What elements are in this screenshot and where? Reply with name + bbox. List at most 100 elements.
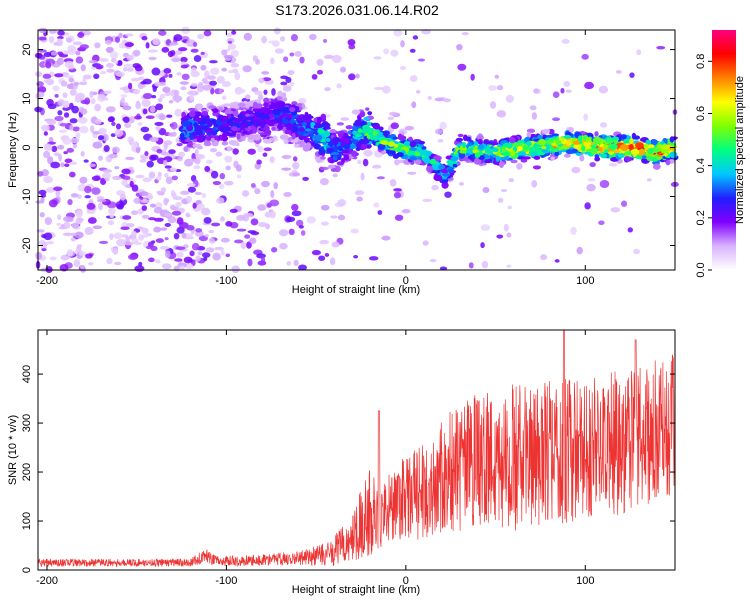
spectrogram-noise-point — [56, 57, 64, 66]
spectrogram-noise-point — [174, 258, 183, 262]
spectrogram-ridge-point — [211, 119, 218, 125]
spectrogram-noise-point — [107, 116, 115, 123]
spectrogram-noise-point — [586, 183, 596, 192]
spectrogram-noise-point — [172, 192, 177, 199]
spectrogram-ridge-point — [516, 142, 522, 147]
spectrogram-noise-point — [261, 180, 270, 188]
spectrogram-ridge-point — [187, 107, 196, 111]
spectrogram-noise-point — [552, 91, 560, 99]
spectrogram-ridge-point — [191, 131, 199, 136]
spectrogram-noise-point — [80, 108, 88, 115]
spectrogram-noise-point — [599, 179, 610, 188]
spectrogram-ridge-point — [287, 114, 293, 119]
spectrogram-noise-point — [368, 256, 379, 261]
spectrogram-noise-point — [309, 33, 317, 41]
spectrogram-ridge-point — [318, 146, 326, 154]
spectrogram-noise-point — [160, 187, 167, 193]
spectrogram-noise-point — [124, 42, 135, 47]
spectrogram-ridge-point — [271, 126, 276, 131]
spectrogram-noise-point — [82, 75, 87, 83]
spectrogram-ridge-point — [279, 134, 289, 140]
spectrogram-noise-point — [202, 84, 212, 91]
spectrogram-noise-point — [225, 165, 231, 171]
spectrogram-ridge-point — [218, 106, 224, 112]
spectrogram-noise-point — [257, 204, 267, 211]
spectrogram-noise-point — [282, 86, 292, 92]
spectrogram-noise-point — [496, 110, 507, 118]
spectrogram-noise-point — [186, 183, 196, 187]
spectrogram-noise-point — [62, 50, 70, 55]
spectrogram-noise-point — [468, 262, 474, 269]
spectrogram-noise-point — [126, 67, 134, 72]
spectrogram-noise-point — [256, 145, 264, 153]
spectrogram-noise-point — [164, 222, 171, 227]
spectrogram-noise-point — [60, 162, 65, 168]
spectrogram-noise-point — [167, 50, 174, 58]
spectrogram-noise-point — [84, 195, 91, 199]
spectrogram-ridge-point — [326, 147, 334, 153]
spectrogram-ridge-point — [362, 126, 371, 133]
spectrogram-ridge-point — [563, 134, 572, 140]
spectrogram-ridge-point — [221, 135, 229, 142]
spectrogram-ridge-point — [338, 148, 344, 152]
spectrogram-noise-point — [92, 141, 103, 149]
spectrogram-noise-point — [621, 200, 628, 207]
spectrogram-noise-point — [330, 215, 338, 219]
spectrogram-noise-point — [56, 222, 62, 226]
spectrogram-noise-point — [260, 256, 266, 265]
spectrogram-noise-point — [437, 139, 444, 143]
spectrogram-noise-point — [291, 210, 302, 217]
spectrogram-noise-point — [153, 226, 162, 233]
spectrogram-noise-point — [38, 49, 47, 53]
spectrogram-noise-point — [137, 122, 143, 126]
spectrogram-noise-point — [209, 67, 220, 75]
spectrogram-ridge-point — [474, 152, 481, 158]
spectrogram-noise-point — [216, 75, 225, 84]
spectrogram-noise-point — [178, 151, 186, 158]
spectrogram-noise-point — [49, 256, 57, 261]
spectrogram-noise-point — [111, 121, 116, 127]
spectrogram-ridge-point — [295, 117, 303, 122]
spectrogram-noise-point — [159, 114, 166, 120]
spectrogram-noise-point — [255, 59, 260, 65]
spectrogram-ridge-point — [624, 156, 632, 162]
spectrogram-noise-point — [112, 247, 119, 255]
spectrogram-noise-point — [583, 113, 589, 121]
spectrogram-ridge-point — [319, 156, 326, 160]
spectrogram-noise-point — [135, 174, 145, 179]
spectrogram-noise-point — [48, 199, 58, 208]
spectrogram-noise-point — [230, 63, 240, 68]
spectrogram-noise-point — [69, 161, 78, 165]
spectrogram-noise-point — [68, 171, 76, 178]
spectrogram-noise-point — [131, 210, 138, 216]
spectrogram-noise-point — [151, 94, 157, 99]
spectrogram-noise-point — [357, 159, 362, 165]
spectrogram-ridge-point — [613, 149, 621, 154]
spectrogram-ridge-point — [219, 125, 226, 132]
spectrogram-noise-point — [147, 49, 158, 53]
spectrogram-noise-point — [195, 153, 206, 160]
spectrogram-noise-point — [75, 50, 81, 56]
spectrogram-noise-point — [68, 77, 74, 83]
spectrogram-ridge-point — [647, 147, 655, 155]
spectrogram-noise-point — [53, 186, 63, 192]
spectrogram-noise-point — [192, 202, 197, 209]
spectrogram-noise-point — [220, 237, 230, 243]
spectrogram-noise-point — [97, 93, 106, 102]
spectrogram-noise-point — [160, 227, 168, 231]
spectrogram-noise-point — [306, 216, 316, 224]
spectrogram-ridge-point — [325, 137, 331, 143]
spectrogram-ridge-point — [351, 125, 357, 131]
spectrogram-noise-point — [71, 105, 79, 114]
spectrogram-noise-point — [189, 94, 194, 101]
spectrogram-noise-point — [142, 108, 148, 115]
spectrogram-noise-point — [67, 199, 73, 206]
spectrogram-noise-point — [175, 246, 186, 250]
spectrogram-ridge-point — [202, 118, 211, 122]
spectrogram-noise-point — [131, 230, 137, 237]
spectrogram-noise-point — [113, 261, 122, 266]
spectrogram-ridge-point — [586, 148, 595, 153]
spectrogram-noise-point — [254, 90, 263, 95]
spectrogram-ridge-point — [336, 161, 344, 166]
spectrogram-ridge-point — [607, 151, 615, 155]
